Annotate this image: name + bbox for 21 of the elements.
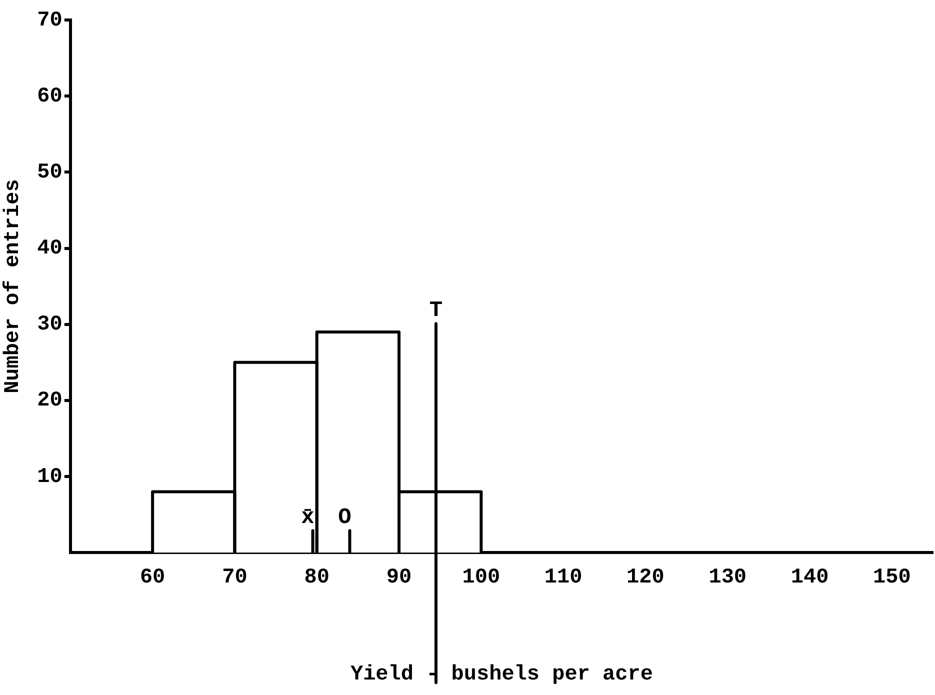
x-tick-label: 60 <box>140 566 166 590</box>
x-tick-label: 130 <box>708 566 747 590</box>
x-tick-label: 110 <box>544 566 582 590</box>
x-tick-label: 120 <box>626 566 664 590</box>
x-tick-label: 70 <box>222 566 248 590</box>
y-tick-label: 30 <box>37 314 62 337</box>
y-tick-label: 10 <box>37 466 62 489</box>
ref-line-label: x̄ <box>301 505 314 530</box>
y-tick-label: 20 <box>37 390 62 413</box>
ref-line-label: T <box>429 298 443 324</box>
x-tick-label: 90 <box>386 566 412 590</box>
y-tick-label: 60 <box>37 85 62 108</box>
x-tick-label: 150 <box>873 566 911 590</box>
y-axis-title: Number of entries <box>2 179 25 394</box>
x-tick-label: 80 <box>304 566 330 590</box>
x-tick-label: 100 <box>462 566 500 590</box>
y-tick-label: 70 <box>37 9 62 32</box>
ref-line-label: O <box>338 505 352 530</box>
y-tick-label: 50 <box>37 161 62 184</box>
x-tick-label: 140 <box>790 566 829 590</box>
y-tick-label: 40 <box>37 238 62 261</box>
